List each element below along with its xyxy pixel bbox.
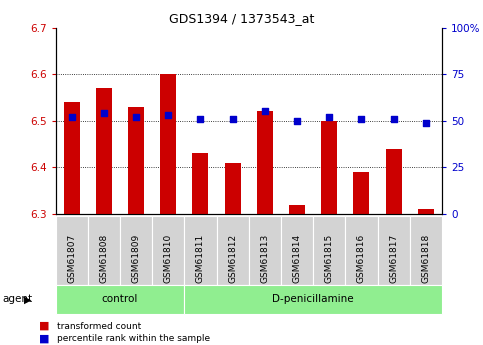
Text: GSM61812: GSM61812 — [228, 234, 237, 283]
Text: transformed count: transformed count — [57, 322, 141, 331]
Text: GSM61817: GSM61817 — [389, 234, 398, 283]
Bar — [354, 172, 369, 214]
Text: GSM61808: GSM61808 — [99, 234, 108, 283]
Bar — [192, 154, 209, 214]
Bar — [128, 107, 144, 214]
Point — [68, 114, 75, 120]
Text: GSM61811: GSM61811 — [196, 234, 205, 283]
Point — [293, 118, 301, 124]
Point — [229, 116, 237, 122]
Text: GSM61807: GSM61807 — [67, 234, 76, 283]
Point — [164, 112, 172, 118]
Bar — [289, 205, 305, 214]
Bar — [257, 111, 273, 214]
Bar — [225, 163, 241, 214]
Bar — [321, 121, 337, 214]
Text: ■: ■ — [39, 334, 49, 344]
Bar — [160, 74, 176, 214]
Text: GSM61815: GSM61815 — [325, 234, 334, 283]
Point — [390, 116, 398, 122]
Bar — [385, 149, 402, 214]
Point — [357, 116, 365, 122]
Text: percentile rank within the sample: percentile rank within the sample — [57, 334, 210, 343]
Point — [132, 114, 140, 120]
Text: D-penicillamine: D-penicillamine — [272, 294, 354, 304]
Text: GSM61809: GSM61809 — [131, 234, 141, 283]
Point — [100, 110, 108, 116]
Bar — [418, 209, 434, 214]
Point — [261, 109, 269, 114]
Text: ▶: ▶ — [24, 294, 32, 304]
Point — [326, 114, 333, 120]
Text: GSM61818: GSM61818 — [421, 234, 430, 283]
Point — [197, 116, 204, 122]
Bar — [64, 102, 80, 214]
Text: GSM61814: GSM61814 — [293, 234, 301, 283]
Text: control: control — [102, 294, 138, 304]
Text: GSM61813: GSM61813 — [260, 234, 270, 283]
Point — [422, 120, 430, 125]
Bar — [96, 88, 112, 214]
Text: GDS1394 / 1373543_at: GDS1394 / 1373543_at — [169, 12, 314, 25]
Text: ■: ■ — [39, 321, 49, 331]
Text: GSM61816: GSM61816 — [357, 234, 366, 283]
Text: agent: agent — [2, 294, 32, 304]
Text: GSM61810: GSM61810 — [164, 234, 173, 283]
